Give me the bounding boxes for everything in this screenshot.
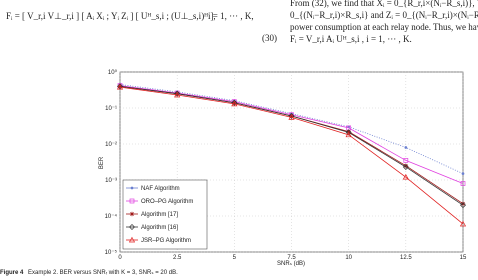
marker (128, 236, 136, 243)
series-line (119, 86, 464, 225)
x-tick-label: 15 (460, 255, 467, 261)
legend-box (122, 179, 208, 250)
y-tick-label: 10⁻³ (105, 178, 117, 184)
marker (288, 114, 295, 120)
marker (404, 146, 408, 149)
marker (460, 181, 466, 186)
paragraph-line: 0_{(Nᵢ−R_r,i)×R_s,i} and Zᵢ = 0_{(Nᵢ−R_r… (290, 10, 478, 20)
x-axis-label: SNRₛ (dB) (277, 261, 305, 267)
y-tick-label: 10⁻⁴ (105, 213, 118, 220)
x-tick-label: 2.5 (173, 255, 182, 261)
marker (129, 211, 135, 217)
marker (288, 112, 295, 119)
x-tick-label: 12.5 (400, 255, 412, 261)
y-tick-label: 10⁻¹ (105, 106, 117, 112)
y-tick-label: 10⁻² (105, 142, 117, 148)
equation: Fᵢ = [ V_r,i V⊥_r,i ] [ Aᵢ Xᵢ ; Yᵢ Zᵢ ] … (6, 11, 216, 21)
y-tick-label: 10⁻⁵ (105, 249, 118, 256)
legend-label: Algorithm [16] (141, 225, 178, 231)
marker (460, 201, 466, 206)
x-tick-label: 7.5 (287, 255, 296, 261)
marker (117, 84, 123, 89)
marker (231, 99, 238, 106)
x-tick-label: 10 (345, 255, 352, 261)
caption-label: Figure 4 (0, 270, 24, 276)
marker (129, 224, 135, 230)
marker (130, 186, 134, 190)
marker (345, 131, 352, 138)
marker (402, 173, 409, 180)
marker (116, 83, 124, 90)
x-tick-label: 5 (233, 255, 237, 261)
x-tick-label: 0 (118, 255, 122, 261)
paragraph-line: Fᵢ = V_r,i Aᵢ Uᴴ_s,i , i = 1, ··· , K. (290, 34, 412, 44)
equation-number: (30) (262, 33, 277, 43)
marker (460, 202, 466, 209)
marker (459, 220, 467, 227)
legend-label: NAF Algorithm (141, 186, 180, 192)
marker (403, 163, 409, 168)
marker (174, 90, 181, 97)
marker (231, 100, 238, 107)
paragraph-line: From (32), we find that Xᵢ = 0_{R_r,i×(N… (290, 0, 478, 8)
marker (402, 163, 409, 170)
caption-text: Example 2. BER versus SNRᵣ with K = 3, S… (28, 270, 178, 276)
legend-label: Algorithm [17] (141, 212, 178, 218)
marker (129, 198, 135, 204)
equation-range: i = 1, ··· , K, (208, 11, 254, 21)
y-axis-label: BER (99, 156, 105, 169)
legend-label: JSR–PG Algorithm (141, 238, 191, 244)
y-tick-label: 10⁰ (108, 69, 118, 76)
marker (174, 91, 181, 98)
legend-label: ORO–PG Algorithm (141, 199, 193, 205)
marker (403, 158, 409, 163)
series-line (119, 85, 464, 206)
marker (461, 172, 465, 176)
paragraph-line: power consumption at each relay node. Th… (290, 22, 478, 32)
